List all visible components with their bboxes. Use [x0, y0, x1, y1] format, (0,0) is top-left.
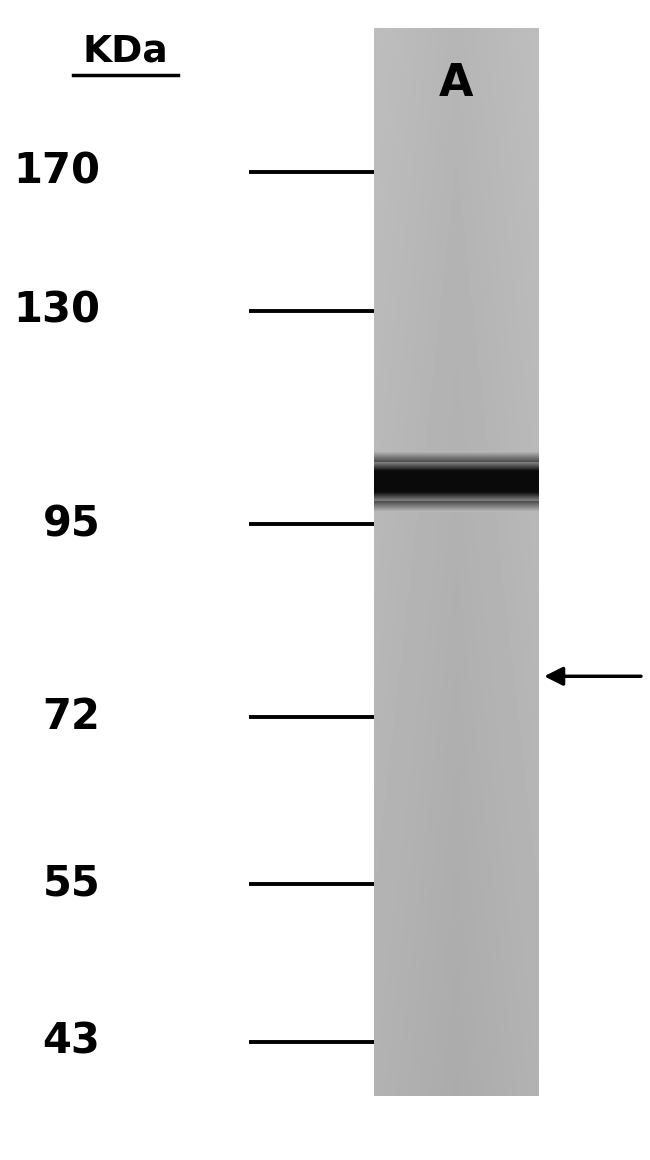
Text: 95: 95: [43, 503, 101, 545]
Text: 130: 130: [14, 290, 101, 332]
Text: KDa: KDa: [83, 34, 168, 70]
Text: A: A: [439, 61, 473, 106]
Text: 72: 72: [43, 696, 101, 738]
Text: 55: 55: [43, 863, 101, 905]
Text: 43: 43: [43, 1021, 101, 1063]
Text: 170: 170: [14, 151, 101, 193]
